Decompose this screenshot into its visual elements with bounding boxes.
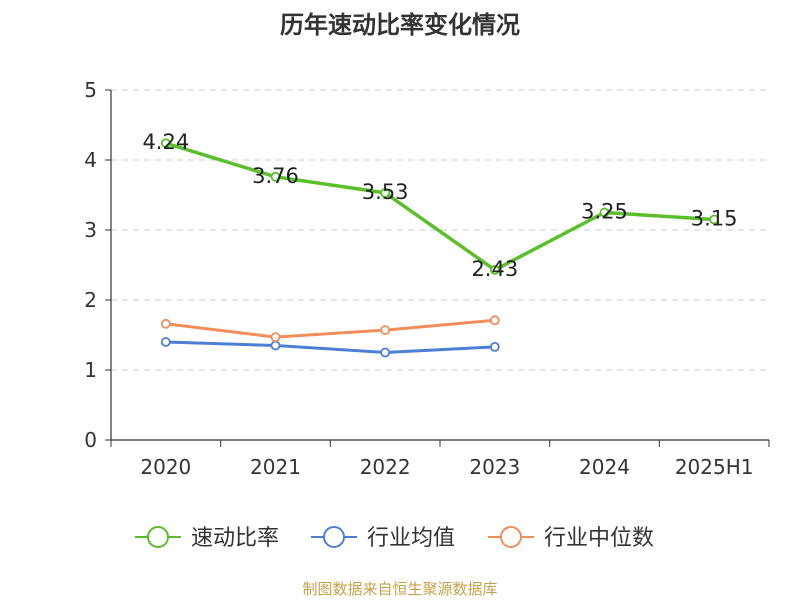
- data-point: [270, 340, 281, 351]
- y-tick-label: 4: [84, 148, 97, 172]
- series-group: 4.24 3.76 3.53 2.43 3.25 3.15: [142, 130, 738, 358]
- legend-label: 速动比率: [191, 526, 279, 551]
- legend-marker: [500, 526, 522, 548]
- legend-item-0: 速动比率: [135, 526, 279, 551]
- legend-marker: [147, 526, 169, 548]
- series-line: [165, 141, 715, 272]
- data-point: [599, 207, 610, 218]
- x-tick-label: 2020: [140, 455, 191, 479]
- series-1: [160, 337, 500, 358]
- legend-item-1: 行业均值: [311, 526, 455, 551]
- legend-label: 行业中位数: [544, 526, 654, 551]
- data-point: [270, 332, 281, 343]
- legend-marker: [323, 526, 345, 548]
- data-point: [160, 138, 171, 149]
- data-point: [489, 264, 500, 275]
- data-label: 3.25: [581, 200, 628, 224]
- data-point: [709, 214, 720, 225]
- x-tick-label: 2025H1: [675, 455, 754, 479]
- y-tick-label: 2: [84, 288, 97, 312]
- chart-title: 历年速动比率变化情况: [280, 11, 520, 39]
- data-point: [270, 171, 281, 182]
- x-tick-label: 2021: [250, 455, 301, 479]
- data-label: 3.76: [252, 164, 299, 188]
- data-point: [160, 318, 171, 329]
- source-footer: 制图数据来自恒生聚源数据库: [302, 580, 498, 598]
- axes: 0 1 2 3 4 5 2020 2021 2022 2023 2024 2025H1: [84, 78, 770, 479]
- data-label: 4.24: [142, 130, 189, 154]
- y-tick-label: 5: [84, 78, 97, 102]
- series-0: 4.24 3.76 3.53 2.43 3.25 3.15: [142, 130, 737, 281]
- y-tick-label: 3: [84, 218, 97, 242]
- data-point: [489, 341, 500, 352]
- y-tick-label: 1: [84, 358, 97, 382]
- y-tick-label: 0: [84, 428, 97, 452]
- data-point: [160, 337, 171, 347]
- legend-label: 行业均值: [367, 526, 455, 551]
- x-tick-label: 2024: [579, 455, 630, 479]
- data-label: 3.53: [362, 180, 409, 204]
- legend: 速动比率 行业均值 行业中位数: [135, 526, 654, 551]
- data-label: 3.15: [691, 207, 738, 231]
- series-line: [165, 318, 495, 339]
- series-2: [160, 315, 500, 343]
- x-tick-label: 2023: [469, 455, 520, 479]
- data-point: [380, 347, 391, 358]
- data-point: [380, 325, 391, 336]
- data-point: [380, 187, 391, 198]
- data-point: [489, 315, 500, 326]
- series-line: [165, 340, 495, 354]
- data-label: 2.43: [471, 257, 518, 281]
- x-tick-label: 2022: [360, 455, 411, 479]
- legend-item-2: 行业中位数: [488, 526, 654, 551]
